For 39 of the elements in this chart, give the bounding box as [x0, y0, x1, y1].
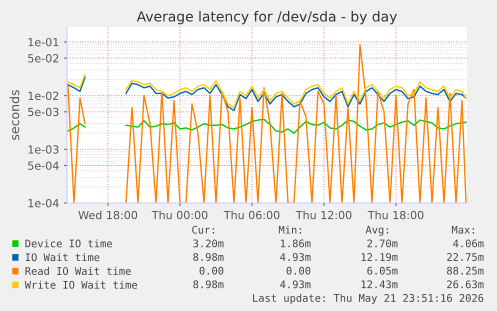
y-axis-title: seconds — [10, 90, 20, 140]
text: 88.25m — [447, 266, 484, 275]
text: Avg: — [366, 226, 388, 236]
chart-title: Average latency for /dev/sda - by day — [136, 10, 397, 24]
text: 4.93m — [280, 280, 311, 288]
text: Cur: — [192, 226, 214, 234]
legend-label: IO Wait time — [26, 253, 100, 262]
text: 3.20m — [193, 239, 224, 248]
x-tick-label: Thu 00:00 — [152, 210, 208, 220]
legend-label: Write IO Wait time — [24, 280, 138, 289]
text: 2.70m — [367, 239, 398, 248]
y-tick-label: 1e-02 — [28, 92, 58, 100]
legend-label: Read IO Wait time — [25, 266, 131, 275]
text: 8.98m — [193, 280, 224, 288]
text: 0.00 — [286, 266, 310, 275]
text: 22.75m — [447, 253, 484, 261]
y-tick-label: 1e-01 — [28, 38, 58, 46]
text: 6.05m — [367, 266, 398, 275]
text: Last update: Thu May 21 23:51:16 2026 — [253, 294, 484, 304]
y-tick-label: 5e-03 — [28, 108, 58, 116]
x-tick-label: Thu 18:00 — [368, 210, 424, 220]
text: 8.98m — [193, 253, 224, 261]
text: 4.93m — [280, 253, 311, 261]
x-tick-label: Wed 18:00 — [78, 210, 138, 220]
text: 4.06m — [453, 239, 484, 248]
y-tick-label: 5e-04 — [28, 161, 59, 170]
text: Min: — [278, 226, 302, 234]
y-tick-label: 5e-02 — [28, 54, 58, 62]
y-tick-label: 1e-03 — [28, 145, 58, 154]
legend-label: Device IO time — [25, 239, 112, 248]
x-tick-label: Thu 06:00 — [224, 210, 280, 220]
text: 0.00 — [200, 266, 224, 275]
x-tick-label: Thu 12:00 — [296, 210, 352, 220]
text: 1.86m — [280, 239, 311, 248]
y-tick-label: 1e-04 — [28, 198, 59, 208]
text: 12.43m — [362, 280, 398, 288]
text: 26.63m — [447, 280, 484, 288]
text: Max: — [452, 226, 474, 234]
text: 12.19m — [362, 253, 398, 261]
